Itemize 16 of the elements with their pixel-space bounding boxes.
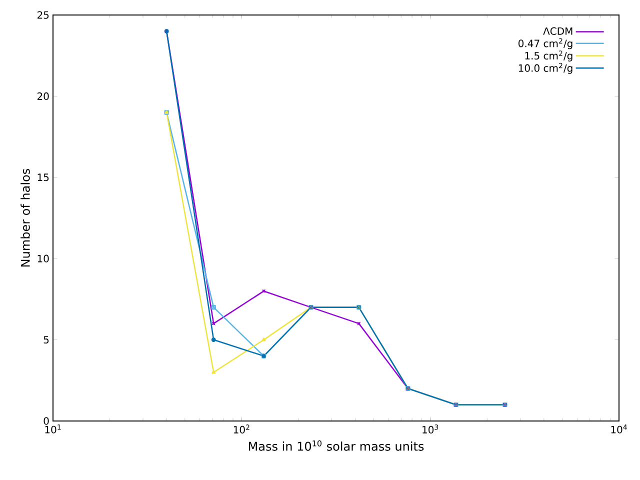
legend-label: ΛCDM [543,27,572,35]
x-axis-title: Mass in 10$^{10}$ solar mass units [248,440,424,451]
x-tick-label: 10$^{1}$ [45,424,61,434]
y-tick-label: 15 [38,174,49,182]
y-axis-title: Number of halos [20,168,30,266]
y-tick-label: 5 [44,336,49,344]
y-tick-label: 25 [37,11,49,19]
legend-label: 10.0 cm$^{2}$/g [518,62,572,74]
legend-label: 1.5 cm$^{2}$/g [525,50,572,62]
legend-label: 0.47 cm$^{2}$/g [518,38,572,50]
y-tick-label: 0 [44,417,49,425]
y-tick-label: 10 [38,254,49,262]
x-tick-label: 10$^{3}$ [422,424,438,434]
x-tick-label: 10$^{2}$ [234,424,250,434]
y-tick-label: 20 [37,92,49,100]
x-tick-label: 10$^{4}$ [611,424,627,434]
